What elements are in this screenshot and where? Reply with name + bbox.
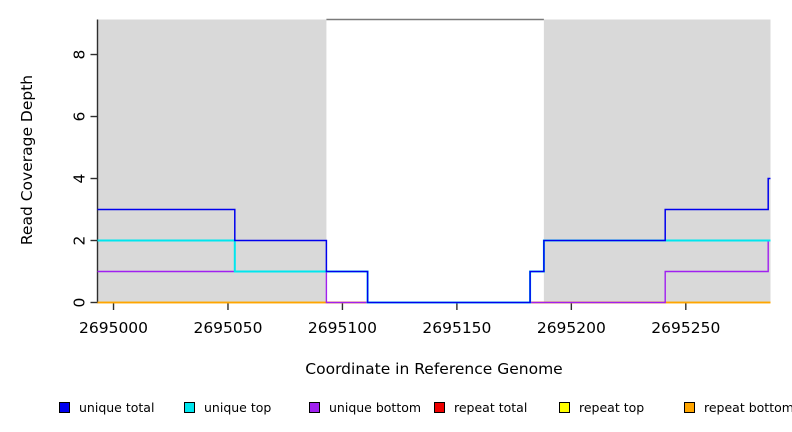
legend-item-unique-bottom: unique bottom <box>309 400 421 415</box>
legend-swatch-repeat-total <box>434 402 445 413</box>
x-tick-label: 2695100 <box>308 319 377 337</box>
y-tick-label: 8 <box>70 50 88 60</box>
series-line-unique-total <box>97 177 771 304</box>
legend-swatch-unique-total <box>59 402 70 413</box>
legend: unique total unique top unique bottom repea… <box>0 400 792 418</box>
x-axis-title: Coordinate in Reference Genome <box>305 360 563 378</box>
shaded-region <box>543 19 771 303</box>
y-tick-label: 0 <box>70 298 88 308</box>
legend-swatch-unique-bottom <box>309 402 320 413</box>
legend-item-unique-total: unique total <box>59 400 154 415</box>
shaded-region <box>97 19 327 303</box>
legend-item-unique-top: unique top <box>184 400 271 415</box>
legend-swatch-repeat-top <box>559 402 570 413</box>
legend-item-repeat-top: repeat top <box>559 400 644 415</box>
y-axis-title: Read Coverage Depth <box>18 74 36 246</box>
legend-label-repeat-top: repeat top <box>579 400 645 415</box>
x-tick-label: 2695200 <box>537 319 606 337</box>
x-tick-label: 2695000 <box>79 319 148 337</box>
legend-swatch-repeat-bottom <box>684 402 695 413</box>
legend-label-unique-top: unique top <box>204 400 272 415</box>
legend-item-repeat-total: repeat total <box>434 400 527 415</box>
y-tick-label: 4 <box>70 174 88 184</box>
x-tick-label: 2695050 <box>193 319 262 337</box>
legend-label-repeat-bottom: repeat bottom <box>704 400 792 415</box>
x-tick-label: 2695250 <box>651 319 720 337</box>
legend-swatch-unique-top <box>184 402 195 413</box>
legend-label-unique-bottom: unique bottom <box>329 400 422 415</box>
y-tick-label: 6 <box>70 112 88 122</box>
x-tick-label: 2695150 <box>422 319 491 337</box>
legend-label-unique-total: unique total <box>79 400 155 415</box>
legend-label-repeat-total: repeat total <box>454 400 528 415</box>
legend-item-repeat-bottom: repeat bottom <box>684 400 792 415</box>
y-tick-label: 2 <box>70 236 88 246</box>
series-line-unique-bottom <box>97 239 771 304</box>
